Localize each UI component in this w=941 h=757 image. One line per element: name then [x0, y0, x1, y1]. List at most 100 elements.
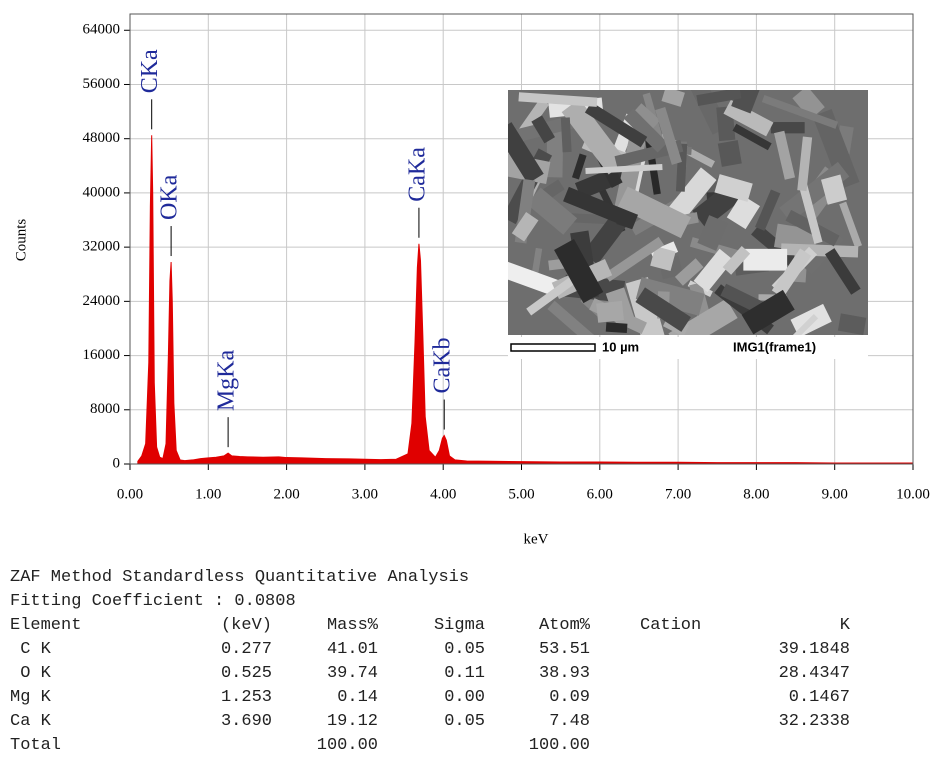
table-cell: 0.1467	[788, 688, 850, 707]
crystal	[732, 123, 772, 151]
crystal	[696, 90, 742, 106]
crystal	[741, 289, 795, 335]
crystal	[631, 103, 661, 131]
plot-frame	[129, 13, 914, 465]
crystal	[771, 248, 812, 298]
crystal	[717, 140, 742, 167]
crystal	[798, 182, 823, 244]
x-tick-label: 6.00	[587, 486, 613, 502]
crystal	[531, 115, 556, 144]
y-tick-label: 24000	[83, 293, 121, 309]
table-cell: 0.277	[220, 640, 272, 659]
crystal	[812, 109, 860, 190]
peak-label: CaKa	[404, 147, 430, 202]
table-cell: 0.14	[337, 688, 378, 707]
crystal	[751, 224, 803, 271]
crystal	[511, 212, 539, 242]
crystal	[774, 130, 796, 180]
table-cell: 0.525	[220, 664, 272, 683]
crystal	[837, 313, 867, 335]
y-tick-label: 40000	[83, 184, 121, 200]
total-label: Total	[10, 736, 62, 755]
table-cell: 0.09	[549, 688, 590, 707]
crystal	[635, 277, 705, 316]
x-tick-label: 3.00	[352, 486, 378, 502]
crystal	[697, 215, 728, 251]
table-header: Atom%	[538, 616, 590, 635]
crystal	[643, 128, 661, 195]
crystal	[650, 246, 676, 272]
peak-label: CKa	[137, 49, 163, 93]
table-cell: 0.05	[444, 712, 485, 731]
y-tick-label: 16000	[83, 347, 121, 363]
crystal	[726, 194, 761, 230]
table-header: Mass%	[326, 616, 378, 635]
crystal	[761, 95, 839, 129]
crystal	[546, 127, 564, 178]
table-cell: 28.4347	[778, 664, 850, 683]
crystal	[623, 108, 668, 153]
crystal	[661, 90, 685, 107]
peak-label: MgKa	[214, 349, 240, 411]
table-cell: 39.1848	[778, 640, 850, 659]
scale-bar-label: 10 µm	[602, 339, 639, 354]
x-tick-label: 1.00	[195, 486, 221, 502]
table-cell: 41.01	[326, 640, 378, 659]
table-cell: Ca K	[10, 712, 51, 731]
table-cell: 39.74	[326, 664, 378, 683]
x-axis-label: keV	[524, 531, 549, 547]
x-tick-label: 7.00	[665, 486, 691, 502]
crystal	[668, 298, 738, 335]
table-title: ZAF Method Standardless Quantitative Ana…	[10, 568, 470, 587]
y-tick-label: 64000	[83, 22, 121, 38]
inset-footer	[508, 337, 868, 359]
crystal	[554, 239, 604, 304]
crystal	[674, 258, 704, 286]
crystal	[617, 186, 691, 239]
crystal	[722, 246, 751, 275]
crystal	[770, 122, 805, 134]
crystal	[792, 314, 819, 335]
y-tick-label: 48000	[83, 130, 121, 146]
table-cell: 38.93	[538, 664, 590, 683]
inset-image: 10 µm IMG1(frame1)	[508, 90, 868, 359]
crystal	[743, 248, 788, 271]
x-tick-label: 0.00	[117, 486, 143, 502]
crystal	[614, 139, 684, 169]
x-tick-label: 5.00	[508, 486, 534, 502]
x-tick-label: 9.00	[822, 486, 848, 502]
crystal	[604, 236, 665, 282]
table-cell: O K	[10, 664, 51, 683]
crystal	[526, 187, 578, 235]
x-tick-label: 2.00	[273, 486, 299, 502]
crystal	[605, 322, 628, 334]
crystal	[547, 300, 601, 335]
chart: Counts keV 10 µm IMG1(frame1) 0 8000 16000…	[13, 13, 930, 547]
crystal	[561, 98, 627, 175]
crystal	[839, 201, 862, 248]
crystal	[585, 163, 663, 175]
crystal	[518, 92, 598, 107]
table-cell: C K	[10, 640, 51, 659]
crystal	[625, 277, 669, 335]
table-cell: 1.253	[220, 688, 272, 707]
fitting-line: Fitting Coefficient : 0.0808	[10, 592, 296, 611]
crystal	[563, 186, 639, 230]
crystal	[655, 107, 682, 165]
crystal	[508, 260, 562, 297]
crystal	[797, 136, 813, 192]
crystal	[755, 189, 781, 231]
crystal	[731, 90, 761, 114]
table-cell: 0.00	[444, 688, 485, 707]
table-cell: 0.11	[444, 664, 485, 683]
table-cell: 7.48	[549, 712, 590, 731]
crystal	[821, 174, 848, 205]
crystal	[714, 174, 753, 202]
table-header: K	[839, 616, 850, 635]
table-cell: 53.51	[538, 640, 590, 659]
total-atom: 100.00	[528, 736, 590, 755]
crystal	[584, 102, 648, 148]
crystal	[508, 122, 544, 184]
table-cell: 3.690	[220, 712, 272, 731]
